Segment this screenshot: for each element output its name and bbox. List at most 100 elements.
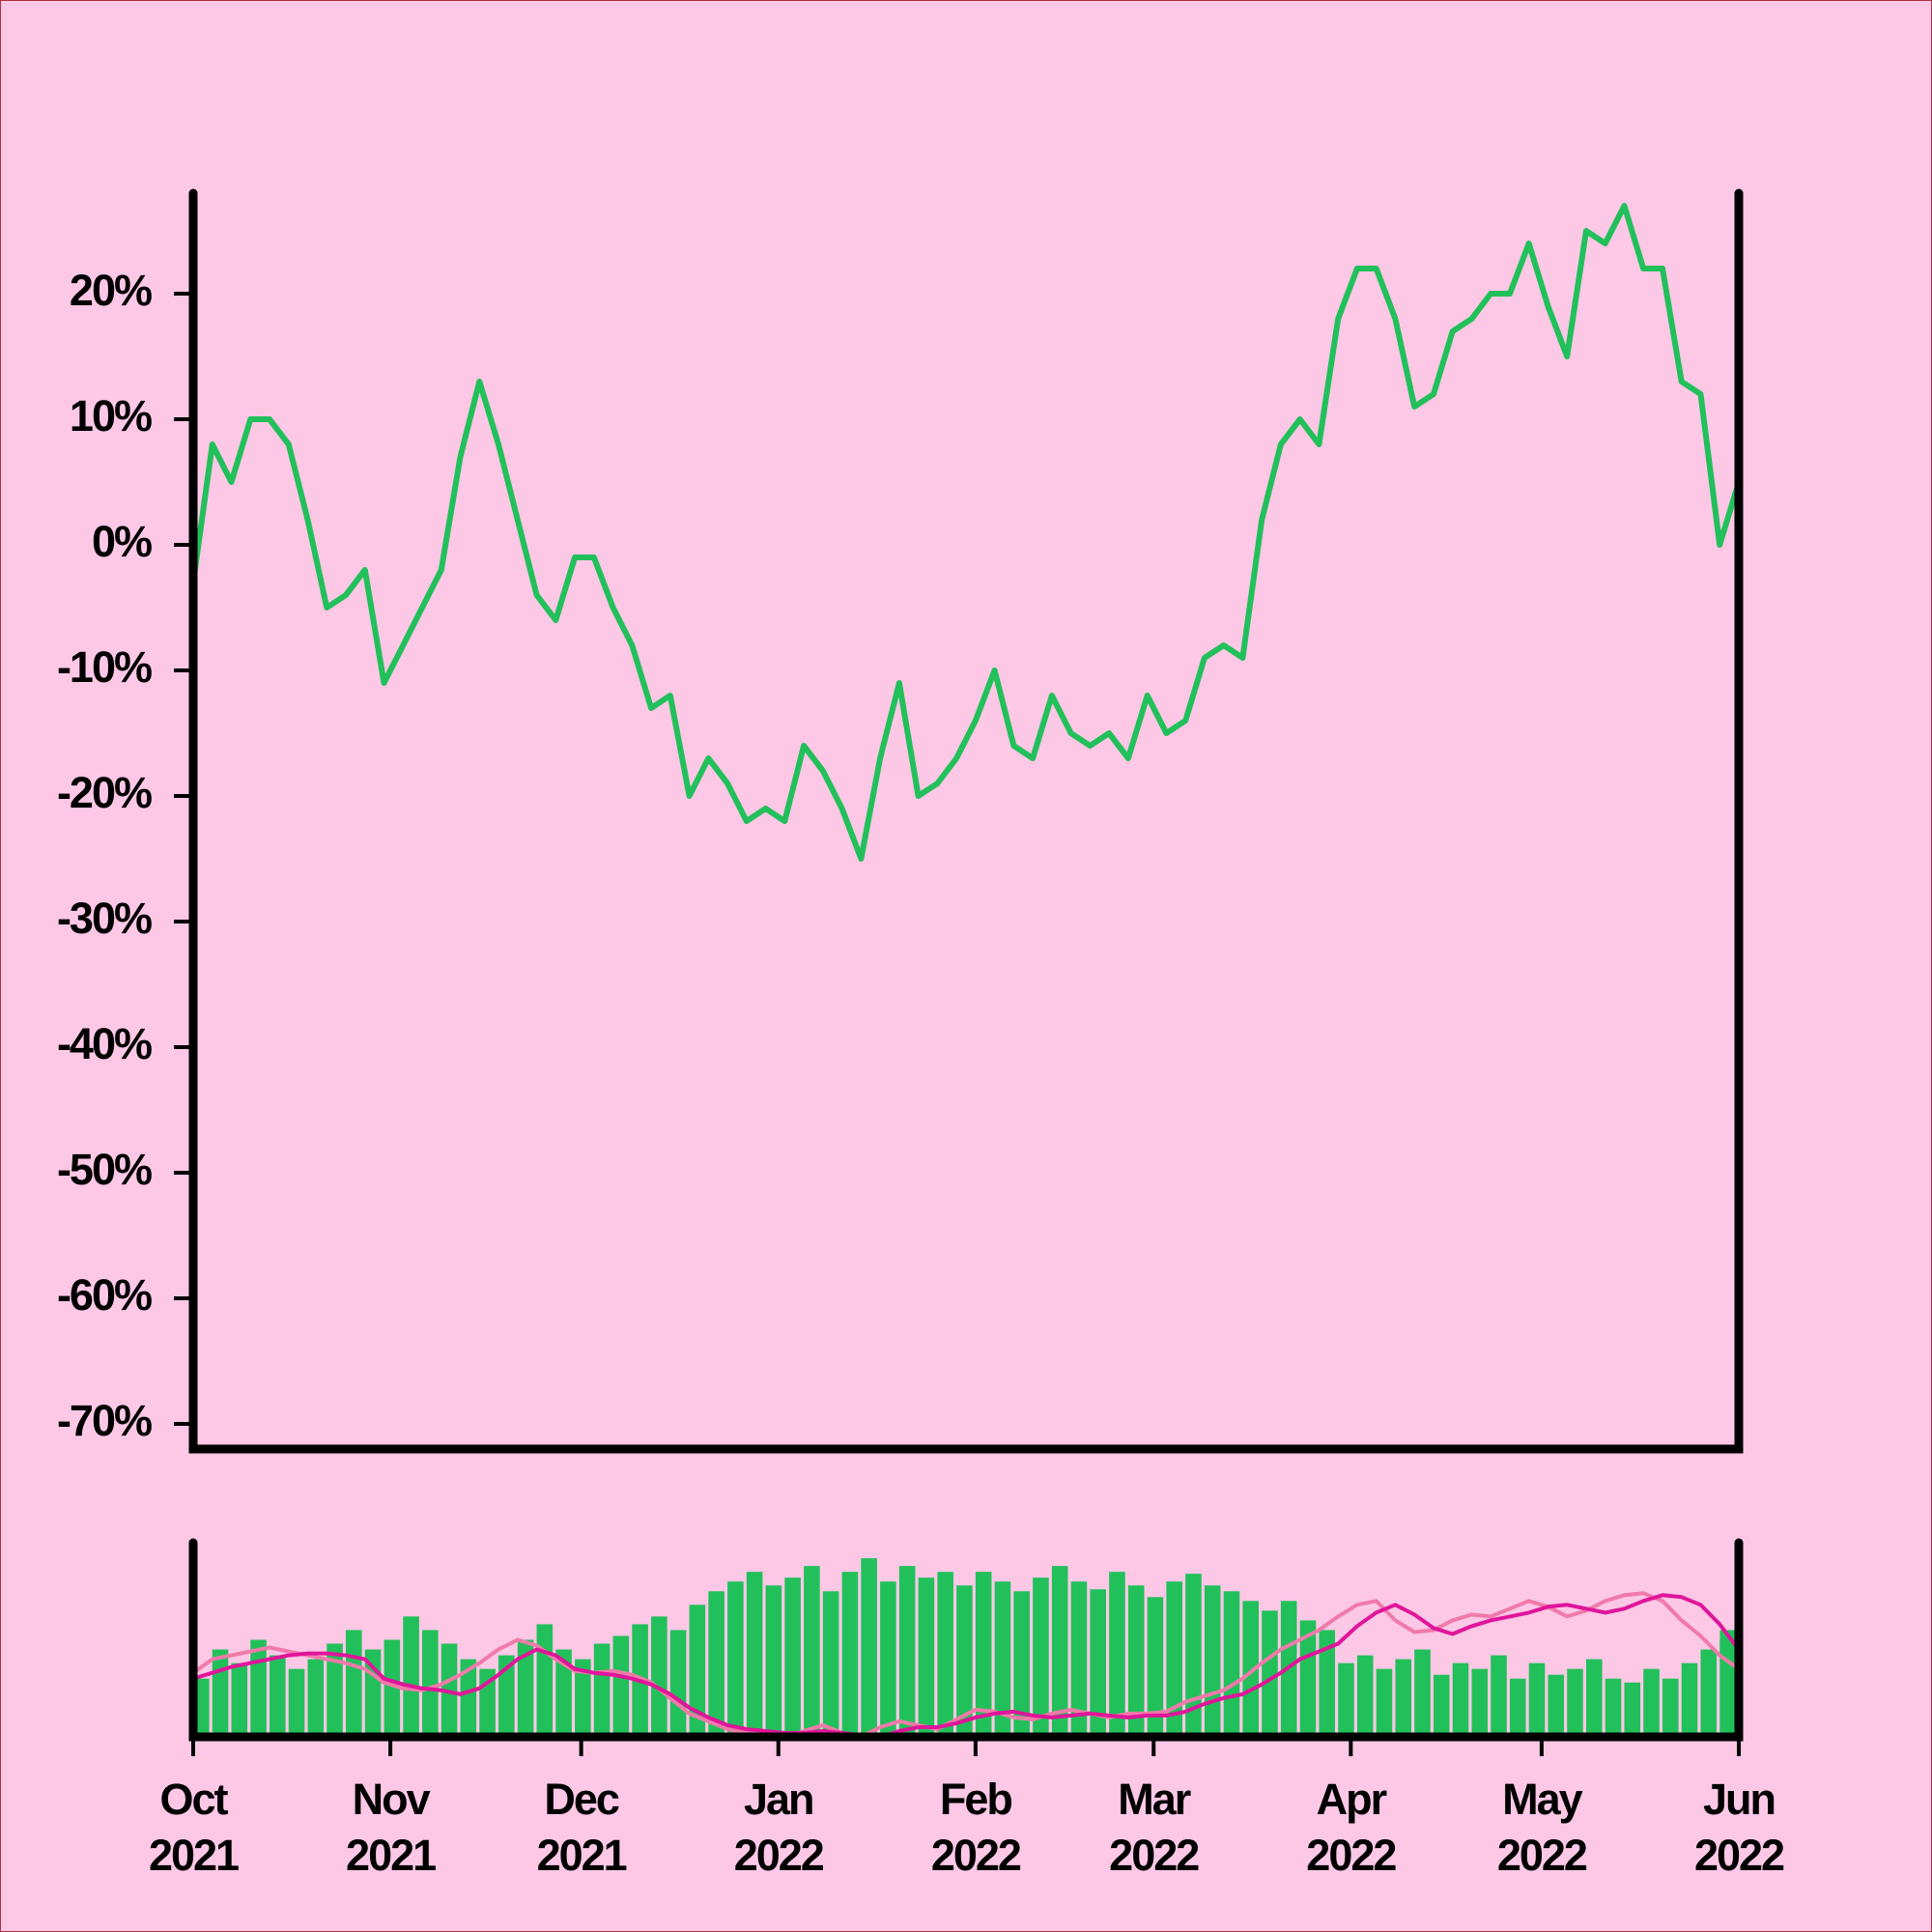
volume-bar — [841, 1572, 859, 1737]
volume-bar — [1643, 1668, 1660, 1737]
x-tick-label: Oct 2021 — [149, 1775, 239, 1880]
volume-bar — [1090, 1589, 1106, 1737]
volume-bar — [822, 1591, 839, 1737]
volume-bar — [669, 1630, 687, 1737]
volume-bar — [307, 1659, 325, 1737]
x-tick-label-line: 2021 — [346, 1831, 436, 1880]
volume-bar — [1548, 1674, 1565, 1737]
volume-bar — [517, 1639, 534, 1737]
volume-bar — [804, 1566, 820, 1737]
volume-bar — [956, 1585, 973, 1737]
x-tick-label: Mar 2022 — [1109, 1775, 1199, 1880]
volume-bar — [1414, 1649, 1431, 1737]
volume-bar — [1376, 1668, 1393, 1737]
volume-bar — [1185, 1574, 1202, 1737]
line — [192, 1593, 1741, 1739]
volume-bar — [575, 1659, 591, 1737]
volume-bar — [1356, 1655, 1374, 1737]
line — [190, 203, 1742, 862]
x-tick-label: May 2022 — [1497, 1775, 1587, 1880]
x-tick-label-line: 2022 — [1109, 1831, 1199, 1880]
volume-bar — [861, 1558, 877, 1737]
volume-bar — [1051, 1566, 1068, 1737]
y-tick-label: -20% — [57, 768, 152, 817]
volume-bar — [593, 1643, 611, 1737]
volume-bar — [1338, 1662, 1354, 1737]
axis-frame — [188, 1538, 1744, 1742]
volume-bar — [384, 1639, 401, 1737]
volume-bar — [288, 1668, 305, 1737]
line — [191, 1591, 1741, 1739]
volume-bar — [1662, 1678, 1679, 1737]
volume-bar — [612, 1635, 630, 1737]
volume-bar — [498, 1655, 515, 1737]
volume-bar — [1262, 1610, 1278, 1737]
volume-bar — [212, 1649, 229, 1737]
volume-bar — [1719, 1630, 1737, 1737]
volume-bar — [270, 1655, 286, 1737]
volume-bar — [1433, 1674, 1450, 1737]
volume-bar — [1528, 1662, 1546, 1737]
x-tick-label-line: Jun — [1703, 1775, 1775, 1824]
y-tick-label: -30% — [57, 894, 152, 943]
volume-bar — [1070, 1581, 1088, 1737]
x-tick-label: Jun 2022 — [1694, 1775, 1784, 1880]
volume-bar — [327, 1643, 343, 1737]
volume-bar — [880, 1581, 896, 1737]
y-tick-label: -60% — [57, 1270, 152, 1320]
volume-bar — [1491, 1655, 1507, 1737]
volume-bar — [422, 1630, 439, 1737]
x-tick-label: Feb 2022 — [931, 1775, 1021, 1880]
volume-bar — [1147, 1597, 1164, 1737]
volume-bar — [918, 1577, 935, 1737]
axis-frame — [188, 188, 1744, 1454]
volume-bar — [1166, 1581, 1182, 1737]
y-tick-label: -70% — [57, 1396, 152, 1445]
volume-bar — [1452, 1662, 1469, 1737]
volume-bar — [555, 1649, 572, 1737]
volume-bar — [1681, 1662, 1698, 1737]
volume-bar — [1567, 1668, 1583, 1737]
x-tick-label: Nov 2021 — [346, 1775, 436, 1880]
volume-bar — [937, 1572, 953, 1737]
volume-bar — [1109, 1572, 1125, 1737]
volume-bar — [975, 1572, 992, 1737]
volume-bar — [1299, 1620, 1317, 1737]
y-tick-label: 0% — [92, 517, 152, 566]
volume-bar — [746, 1572, 763, 1737]
x-tick-label-line: 2021 — [149, 1831, 239, 1880]
x-tick-label-line: 2022 — [1306, 1831, 1396, 1880]
volume-bar — [250, 1639, 267, 1737]
volume-bar — [784, 1577, 801, 1737]
volume-bar — [651, 1616, 668, 1737]
volume-bar — [403, 1616, 419, 1737]
x-tick-label-line: 2022 — [1497, 1831, 1587, 1880]
volume-bar — [1624, 1682, 1641, 1737]
x-tick-label-line: Nov — [353, 1775, 431, 1824]
x-tick-label: Jan 2022 — [734, 1775, 824, 1880]
x-tick-label-line: May — [1502, 1775, 1583, 1824]
x-tick-label-line: Jan — [744, 1775, 813, 1824]
volume-bar — [1700, 1649, 1718, 1737]
volume-bar — [1033, 1577, 1049, 1737]
volume-bar — [689, 1605, 706, 1737]
volume-bar — [231, 1662, 248, 1737]
volume-bar — [1395, 1659, 1412, 1737]
x-tick-label-line: Oct — [159, 1775, 228, 1824]
x-tick-label-line: Dec — [544, 1775, 619, 1824]
volume-bar — [1509, 1678, 1526, 1737]
volume-bar — [1585, 1659, 1603, 1737]
volume-bar — [1127, 1585, 1145, 1737]
volume-bar — [1013, 1591, 1030, 1737]
x-tick-label: Dec 2021 — [537, 1775, 627, 1880]
y-tick-label: 10% — [70, 391, 152, 440]
volume-bar — [727, 1581, 744, 1737]
y-tick-label: -10% — [57, 642, 152, 692]
x-tick-label-line: Mar — [1118, 1775, 1191, 1824]
x-tick-label-line: Feb — [940, 1775, 1012, 1824]
volume-bar — [346, 1630, 362, 1737]
x-tick-label-line: 2022 — [931, 1831, 1021, 1880]
volume-bar — [1605, 1678, 1622, 1737]
volume-bar — [1204, 1585, 1221, 1737]
volume-bar — [1471, 1668, 1489, 1737]
